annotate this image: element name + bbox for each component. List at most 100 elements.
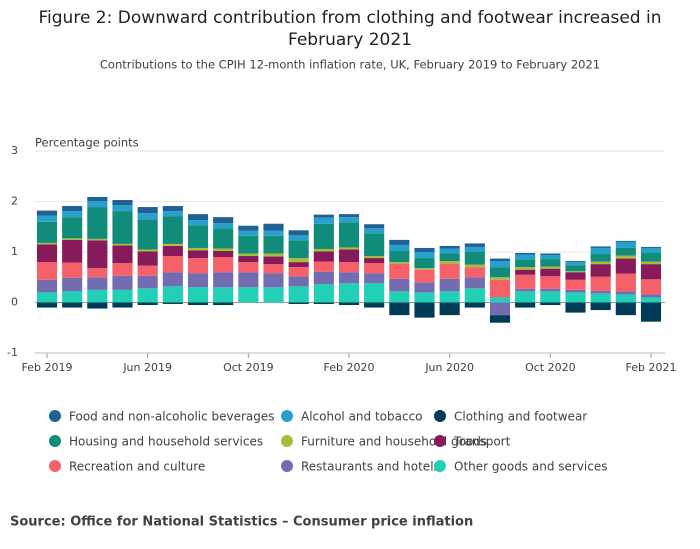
- bar-segment: [590, 246, 611, 248]
- bar-segment: [640, 246, 662, 248]
- bar-segment: [313, 251, 334, 262]
- bar-segment: [389, 244, 410, 251]
- bar-segment: [338, 302, 360, 306]
- bar-segment: [389, 239, 410, 245]
- bar-segment: [640, 294, 662, 298]
- bar-segment: [439, 278, 460, 292]
- bar-segment: [213, 250, 234, 258]
- bar-segment: [540, 255, 561, 260]
- bar-segment: [515, 302, 536, 308]
- bar-segment: [640, 264, 662, 280]
- bar-segment: [640, 253, 662, 262]
- legend-label: Housing and household services: [69, 435, 263, 449]
- bar-segment: [439, 261, 460, 264]
- bar-segment: [288, 230, 309, 236]
- bar-segment: [615, 247, 636, 256]
- bar-segment: [464, 264, 485, 268]
- bar-segment: [414, 302, 435, 318]
- bar-segment: [640, 247, 662, 254]
- source: Source: Office for National Statistics –…: [10, 515, 473, 530]
- bar-segment: [338, 262, 360, 273]
- bar-segment: [489, 315, 511, 323]
- bar-segment: [187, 302, 209, 306]
- bar-segment: [313, 261, 334, 272]
- bar-segment: [112, 243, 133, 246]
- bar-segment: [263, 256, 284, 265]
- bar-segment: [87, 240, 108, 269]
- bar-segment: [238, 262, 259, 273]
- bar-segment: [313, 284, 334, 303]
- legend-swatch: [281, 460, 293, 472]
- bar-segment: [615, 291, 636, 295]
- bar-segment: [238, 225, 259, 231]
- bar-segment: [590, 261, 611, 265]
- bar-segment: [615, 255, 636, 259]
- bar-segment: [489, 302, 511, 316]
- bar-segment: [187, 273, 209, 288]
- bar-segment: [389, 263, 410, 279]
- legend-swatch: [434, 410, 446, 422]
- bar-segment: [112, 199, 133, 206]
- bar-segment: [137, 207, 158, 214]
- bar-segment: [313, 248, 334, 252]
- bar-segment: [464, 277, 485, 289]
- bar-segment: [238, 272, 259, 288]
- bar-segment: [540, 266, 561, 269]
- bar-segment: [464, 302, 485, 308]
- bar-segment: [565, 261, 586, 263]
- y-tick-label: 1: [11, 245, 18, 258]
- bar-segment: [313, 223, 334, 249]
- x-tick-label: Feb 2020: [324, 361, 375, 374]
- bar-segment: [112, 289, 133, 303]
- legend-swatch: [49, 410, 61, 422]
- bar-segment: [389, 262, 410, 264]
- bar-segment: [187, 258, 209, 274]
- legend-swatch: [434, 435, 446, 447]
- bar-segment: [464, 288, 485, 303]
- bar-segment: [313, 302, 334, 305]
- bar-segment: [62, 238, 83, 240]
- bar-segment: [615, 241, 636, 248]
- bar-segment: [414, 292, 435, 303]
- bar-segment: [540, 268, 561, 277]
- bar-segment: [439, 245, 460, 249]
- bar-segment: [87, 238, 108, 241]
- bar-segment: [414, 247, 435, 252]
- bar-segment: [565, 292, 586, 303]
- bar-segment: [364, 233, 385, 257]
- bar-segment: [62, 302, 83, 308]
- bar-segment: [187, 287, 209, 303]
- bar-segment: [338, 247, 360, 250]
- legend-swatch: [49, 435, 61, 447]
- bar-segment: [389, 278, 410, 292]
- legend-label: Food and non-alcoholic beverages: [69, 410, 275, 424]
- bar-segment: [213, 272, 234, 288]
- bar-segment: [338, 214, 360, 218]
- bar-segment: [162, 216, 183, 244]
- bar-segment: [414, 282, 435, 293]
- bar-segment: [615, 273, 636, 292]
- bar-segment: [364, 224, 385, 229]
- bar-segment: [187, 214, 209, 221]
- bar-segment: [288, 240, 309, 259]
- bar-segment: [137, 249, 158, 252]
- bar-segment: [615, 240, 636, 242]
- bar-segment: [515, 254, 536, 260]
- bar-segment: [62, 217, 83, 239]
- bar-segment: [213, 302, 234, 306]
- bar-segment: [36, 221, 58, 243]
- bar-segment: [238, 230, 259, 236]
- bar-segment: [565, 289, 586, 293]
- bar-segment: [338, 217, 360, 223]
- bar-segment: [615, 294, 636, 303]
- bar-segment: [137, 265, 158, 276]
- bar-segment: [36, 262, 58, 280]
- bar-segment: [162, 302, 183, 305]
- bar-segment: [439, 291, 460, 303]
- bar-segment: [238, 253, 259, 257]
- bar-segment: [590, 293, 611, 303]
- bar-segment: [540, 288, 561, 292]
- bar-segment: [87, 196, 108, 201]
- bar-segment: [162, 211, 183, 217]
